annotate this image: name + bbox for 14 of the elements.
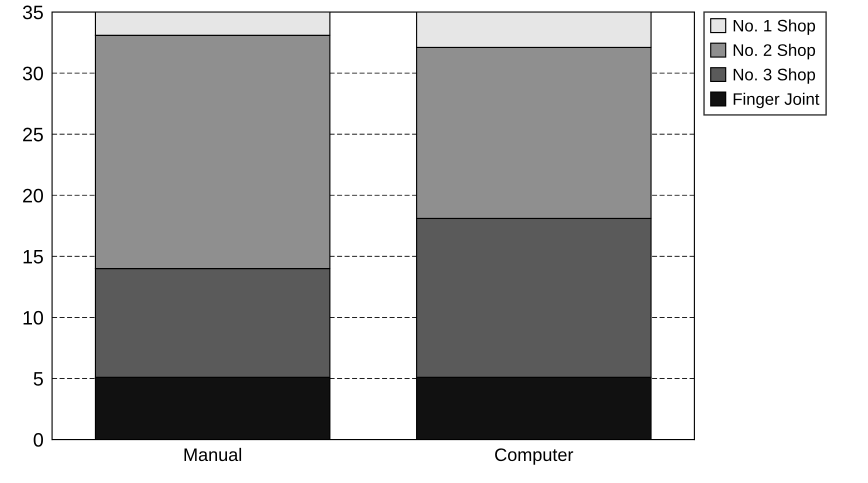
- legend-label: No. 2 Shop: [734, 44, 816, 60]
- y-tick-label: 30: [22, 66, 43, 80]
- x-tick-label: Computer: [495, 448, 574, 465]
- x-tick-label: Manual: [184, 448, 242, 462]
- y-tick-label: 20: [23, 188, 43, 203]
- y-tick-label: 35: [22, 6, 43, 20]
- legend-label: Finger Joint: [734, 92, 820, 108]
- legend-label: No. 1 Shop: [734, 19, 816, 35]
- y-tick-label: 10: [24, 310, 43, 325]
- y-tick-label: 15: [24, 250, 43, 264]
- y-tick-label: 5: [34, 372, 43, 386]
- y-tick-label: 25: [23, 128, 43, 142]
- legend-label: No. 3 Shop: [734, 68, 816, 84]
- y-tick-label: 0: [34, 433, 43, 447]
